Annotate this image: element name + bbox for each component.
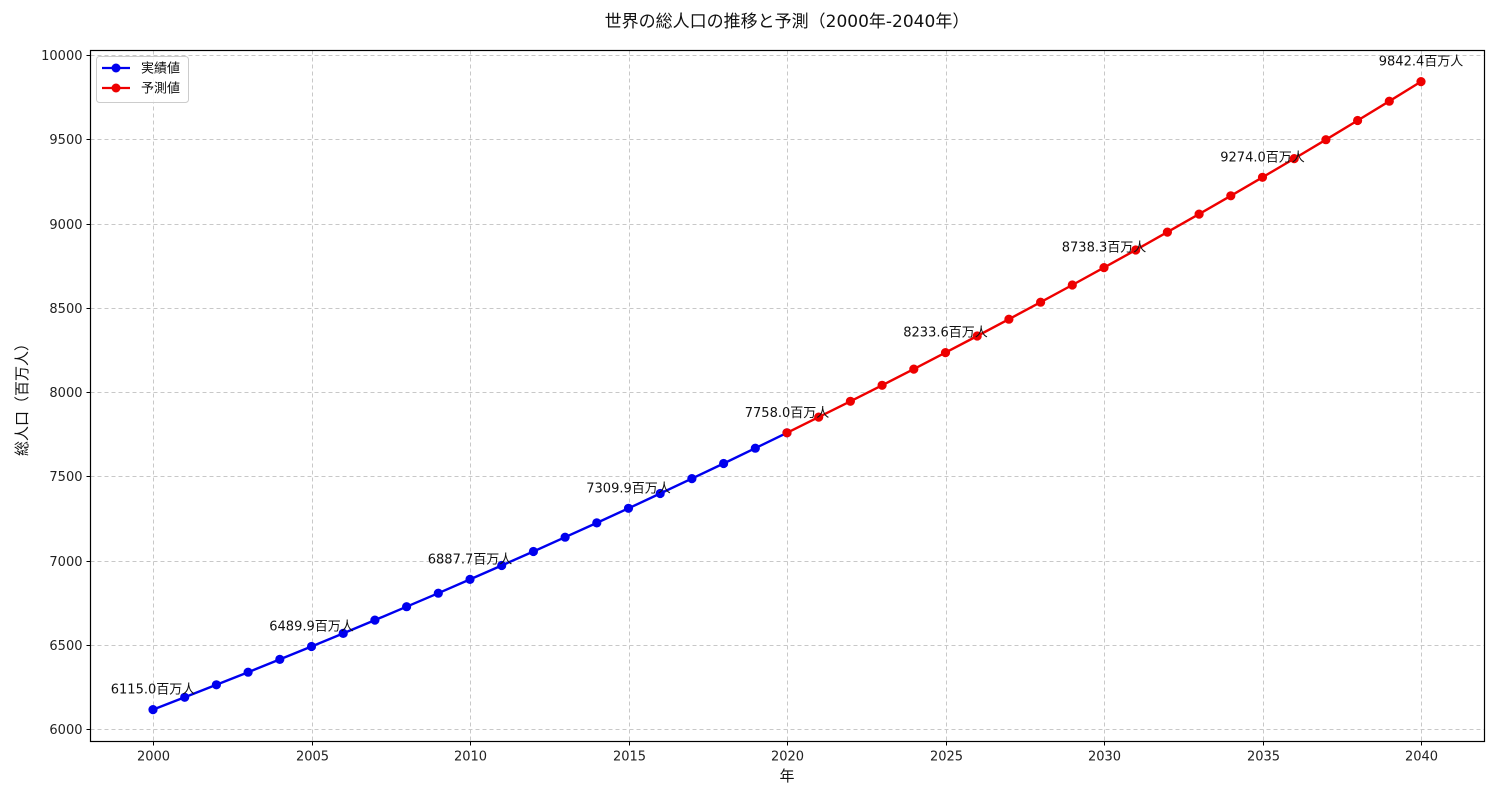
data-label: 7758.0百万人 <box>745 406 830 421</box>
data-point <box>433 588 443 598</box>
y-tick-label: 8500 <box>49 302 82 317</box>
grid <box>90 50 1485 742</box>
data-point <box>845 396 856 406</box>
data-point <box>687 474 697 484</box>
y-tick-label: 7500 <box>49 470 82 485</box>
y-tick-label: 6000 <box>49 723 82 738</box>
data-point <box>275 654 285 665</box>
data-point <box>1131 245 1141 255</box>
data-point <box>719 458 729 469</box>
series-forecast <box>782 77 1426 438</box>
x-axis-title: 年 <box>779 767 794 785</box>
x-tick-label: 2040 <box>1405 750 1438 765</box>
data-point <box>528 546 539 557</box>
data-point <box>1257 172 1268 182</box>
x-tick-label: 2000 <box>137 750 170 765</box>
data-point <box>1353 115 1363 126</box>
x-tick-label: 2030 <box>1088 750 1121 765</box>
data-point <box>560 532 570 542</box>
data-point <box>1067 280 1077 290</box>
legend-label-forecast: 予測値 <box>141 81 180 97</box>
data-point <box>338 628 348 639</box>
data-point <box>402 602 412 612</box>
data-point <box>1162 227 1172 237</box>
data-point <box>1416 77 1426 87</box>
data-point <box>497 560 507 571</box>
legend-label-actual: 実績値 <box>141 61 180 77</box>
data-point <box>465 574 475 585</box>
data-point <box>370 615 380 625</box>
data-point <box>750 443 760 453</box>
data-point <box>1036 297 1046 307</box>
data-label: 6489.9百万人 <box>269 619 354 634</box>
data-point <box>211 680 221 690</box>
data-point <box>180 692 190 702</box>
y-tick-label: 9000 <box>49 218 82 233</box>
data-point <box>148 705 158 715</box>
x-tick-label: 2020 <box>771 750 804 765</box>
y-tick-label: 7000 <box>49 555 82 570</box>
x-tick-label: 2025 <box>930 750 963 765</box>
data-point <box>592 518 602 528</box>
data-point <box>243 667 253 677</box>
series-group <box>148 77 1426 715</box>
data-point <box>1099 263 1109 273</box>
x-tick-label: 2035 <box>1247 750 1280 765</box>
data-point <box>623 503 634 513</box>
y-tick-label: 10000 <box>41 49 82 64</box>
data-label: 8233.6百万人 <box>903 326 988 341</box>
data-point <box>1226 191 1236 201</box>
data-point <box>1004 314 1014 324</box>
x-tick-label: 2015 <box>613 750 646 765</box>
data-point <box>972 331 982 341</box>
legend: 実績値 予測値 <box>96 56 189 103</box>
data-point <box>655 488 665 499</box>
data-point <box>306 641 317 652</box>
x-axis: 2000 2005 2010 2015 2020 2025 2030 2035 2040 <box>137 741 1438 765</box>
data-point <box>1321 135 1331 145</box>
data-label: 6115.0百万人 <box>111 683 196 698</box>
chart-title: 世界の総人口の推移と予測（2000年-2040年） <box>605 12 970 32</box>
x-tick-label: 2005 <box>296 750 329 765</box>
data-label: 8738.3百万人 <box>1062 241 1147 256</box>
data-point <box>782 428 792 438</box>
data-point <box>1289 154 1299 164</box>
legend-marker-forecast <box>111 83 121 93</box>
data-label: 9274.0百万人 <box>1220 150 1305 165</box>
annotations: 6115.0百万人 6489.9百万人 6887.7百万人 7309.9百万人 7758… <box>111 55 1464 698</box>
data-point <box>909 364 919 374</box>
y-tick-label: 6500 <box>49 639 82 654</box>
y-axis-title: 総人口（百万人） <box>13 336 31 456</box>
x-tick-label: 2010 <box>454 750 487 765</box>
data-point <box>814 412 824 422</box>
y-tick-label: 8000 <box>49 386 82 401</box>
data-point <box>1194 209 1204 219</box>
data-label: 6887.7百万人 <box>428 552 513 567</box>
data-label: 7309.9百万人 <box>586 481 671 496</box>
data-point <box>940 348 951 358</box>
y-tick-label: 9500 <box>49 133 82 148</box>
legend-marker-actual <box>111 63 121 73</box>
data-point <box>1384 96 1394 106</box>
y-axis: 6000 6500 7000 7500 8000 8500 9000 9500 10000 <box>41 49 91 738</box>
data-label: 9842.4百万人 <box>1379 55 1464 70</box>
data-point <box>877 380 887 390</box>
